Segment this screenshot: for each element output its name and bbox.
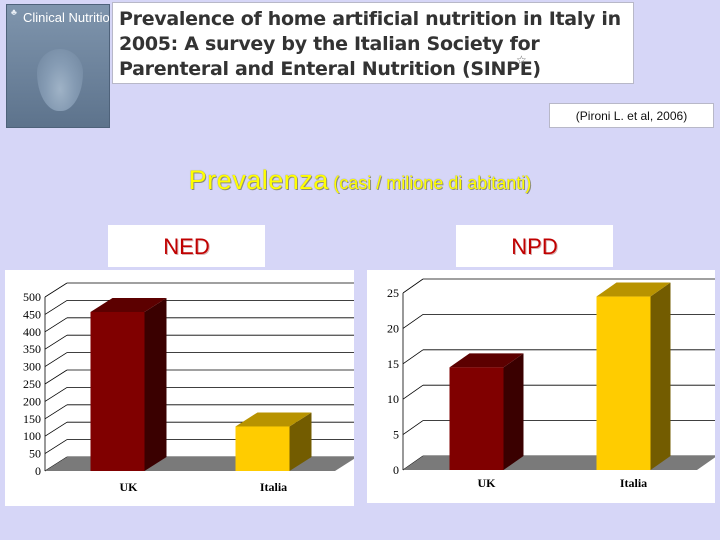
y-tick-label: 15 xyxy=(387,357,399,371)
y-tick-label: 25 xyxy=(387,286,399,300)
bar-uk xyxy=(449,367,504,470)
gridline-diagonal xyxy=(44,300,68,315)
gridline-diagonal xyxy=(402,349,424,365)
ned-chart-panel: 0 50 100 150 200 250 300 350 400 450 500 UK Italia xyxy=(5,270,354,506)
y-tick-label: 200 xyxy=(23,394,41,408)
bar-italia xyxy=(235,426,290,471)
bar-side-italia xyxy=(289,412,312,471)
x-category-label: UK xyxy=(120,480,139,494)
y-tick-label: 50 xyxy=(29,447,41,461)
bar-top-italia xyxy=(235,412,312,427)
bar-side-italia xyxy=(650,282,671,470)
gridline-diagonal xyxy=(402,384,424,400)
y-tick-label: 450 xyxy=(23,307,41,321)
y-tick-label: 0 xyxy=(35,464,41,478)
x-category-label: UK xyxy=(478,476,497,490)
headline-main: Prevalenza xyxy=(188,165,329,195)
npd-chart-panel: 0 5 10 15 20 25 UK Italia xyxy=(367,270,715,503)
y-tick-label: 250 xyxy=(23,377,41,391)
article-title-box: Prevalence of home artificial nutrition … xyxy=(112,2,634,84)
y-tick-label: 0 xyxy=(393,463,399,477)
npd-chart: 0 5 10 15 20 25 UK Italia xyxy=(387,278,715,490)
y-tick-label: 300 xyxy=(23,360,41,374)
y-tick-label: 20 xyxy=(387,321,399,335)
gridline-diagonal xyxy=(44,334,68,350)
npd-label: NPD xyxy=(456,225,613,267)
bar-side-uk xyxy=(144,297,167,471)
y-tick-label: 400 xyxy=(23,325,41,339)
article-title: Prevalence of home artificial nutrition … xyxy=(119,8,621,80)
gridline-diagonal xyxy=(44,317,68,333)
y-tick-label: 150 xyxy=(23,412,41,426)
bar-side-uk xyxy=(503,353,524,470)
bar-top-uk xyxy=(90,297,167,312)
bar-top-italia xyxy=(596,282,671,297)
ned-chart: 0 50 100 150 200 250 300 350 400 450 500 UK Italia xyxy=(23,282,354,494)
journal-name: Clinical Nutrition xyxy=(23,10,110,25)
gridline-diagonal xyxy=(44,421,68,437)
gridline-diagonal xyxy=(44,369,68,385)
citation: (Pironi L. et al, 2006) xyxy=(549,103,714,128)
x-category-label: Italia xyxy=(260,480,287,494)
y-tick-label: 5 xyxy=(393,428,399,442)
elsevier-logo-icon: ♣ xyxy=(11,7,17,17)
bar-uk xyxy=(90,311,145,471)
y-tick-label: 500 xyxy=(23,290,41,304)
x-category-label: Italia xyxy=(620,476,647,490)
y-tick-label: 350 xyxy=(23,342,41,356)
y-tick-label: 100 xyxy=(23,429,41,443)
bar-italia xyxy=(596,296,651,470)
ned-label: NED xyxy=(108,225,265,267)
gridline-diagonal xyxy=(402,278,424,294)
y-tick-label: 10 xyxy=(387,392,399,406)
gridline-diagonal xyxy=(44,439,68,454)
gridline-diagonal xyxy=(44,404,68,420)
star-icon: ☆ xyxy=(516,53,527,67)
journal-cover: ♣ Clinical Nutrition xyxy=(6,4,110,128)
bar-top-uk xyxy=(449,353,524,368)
gridline-diagonal xyxy=(402,314,424,329)
droplet-icon xyxy=(37,49,83,111)
headline-sub: (casi / milione di abitanti) xyxy=(333,173,532,193)
gridline-diagonal xyxy=(44,282,68,298)
gridline-diagonal xyxy=(44,352,68,367)
headline: Prevalenza (casi / milione di abitanti) xyxy=(0,165,720,196)
gridline-diagonal xyxy=(44,387,68,402)
gridline-diagonal xyxy=(402,420,424,435)
